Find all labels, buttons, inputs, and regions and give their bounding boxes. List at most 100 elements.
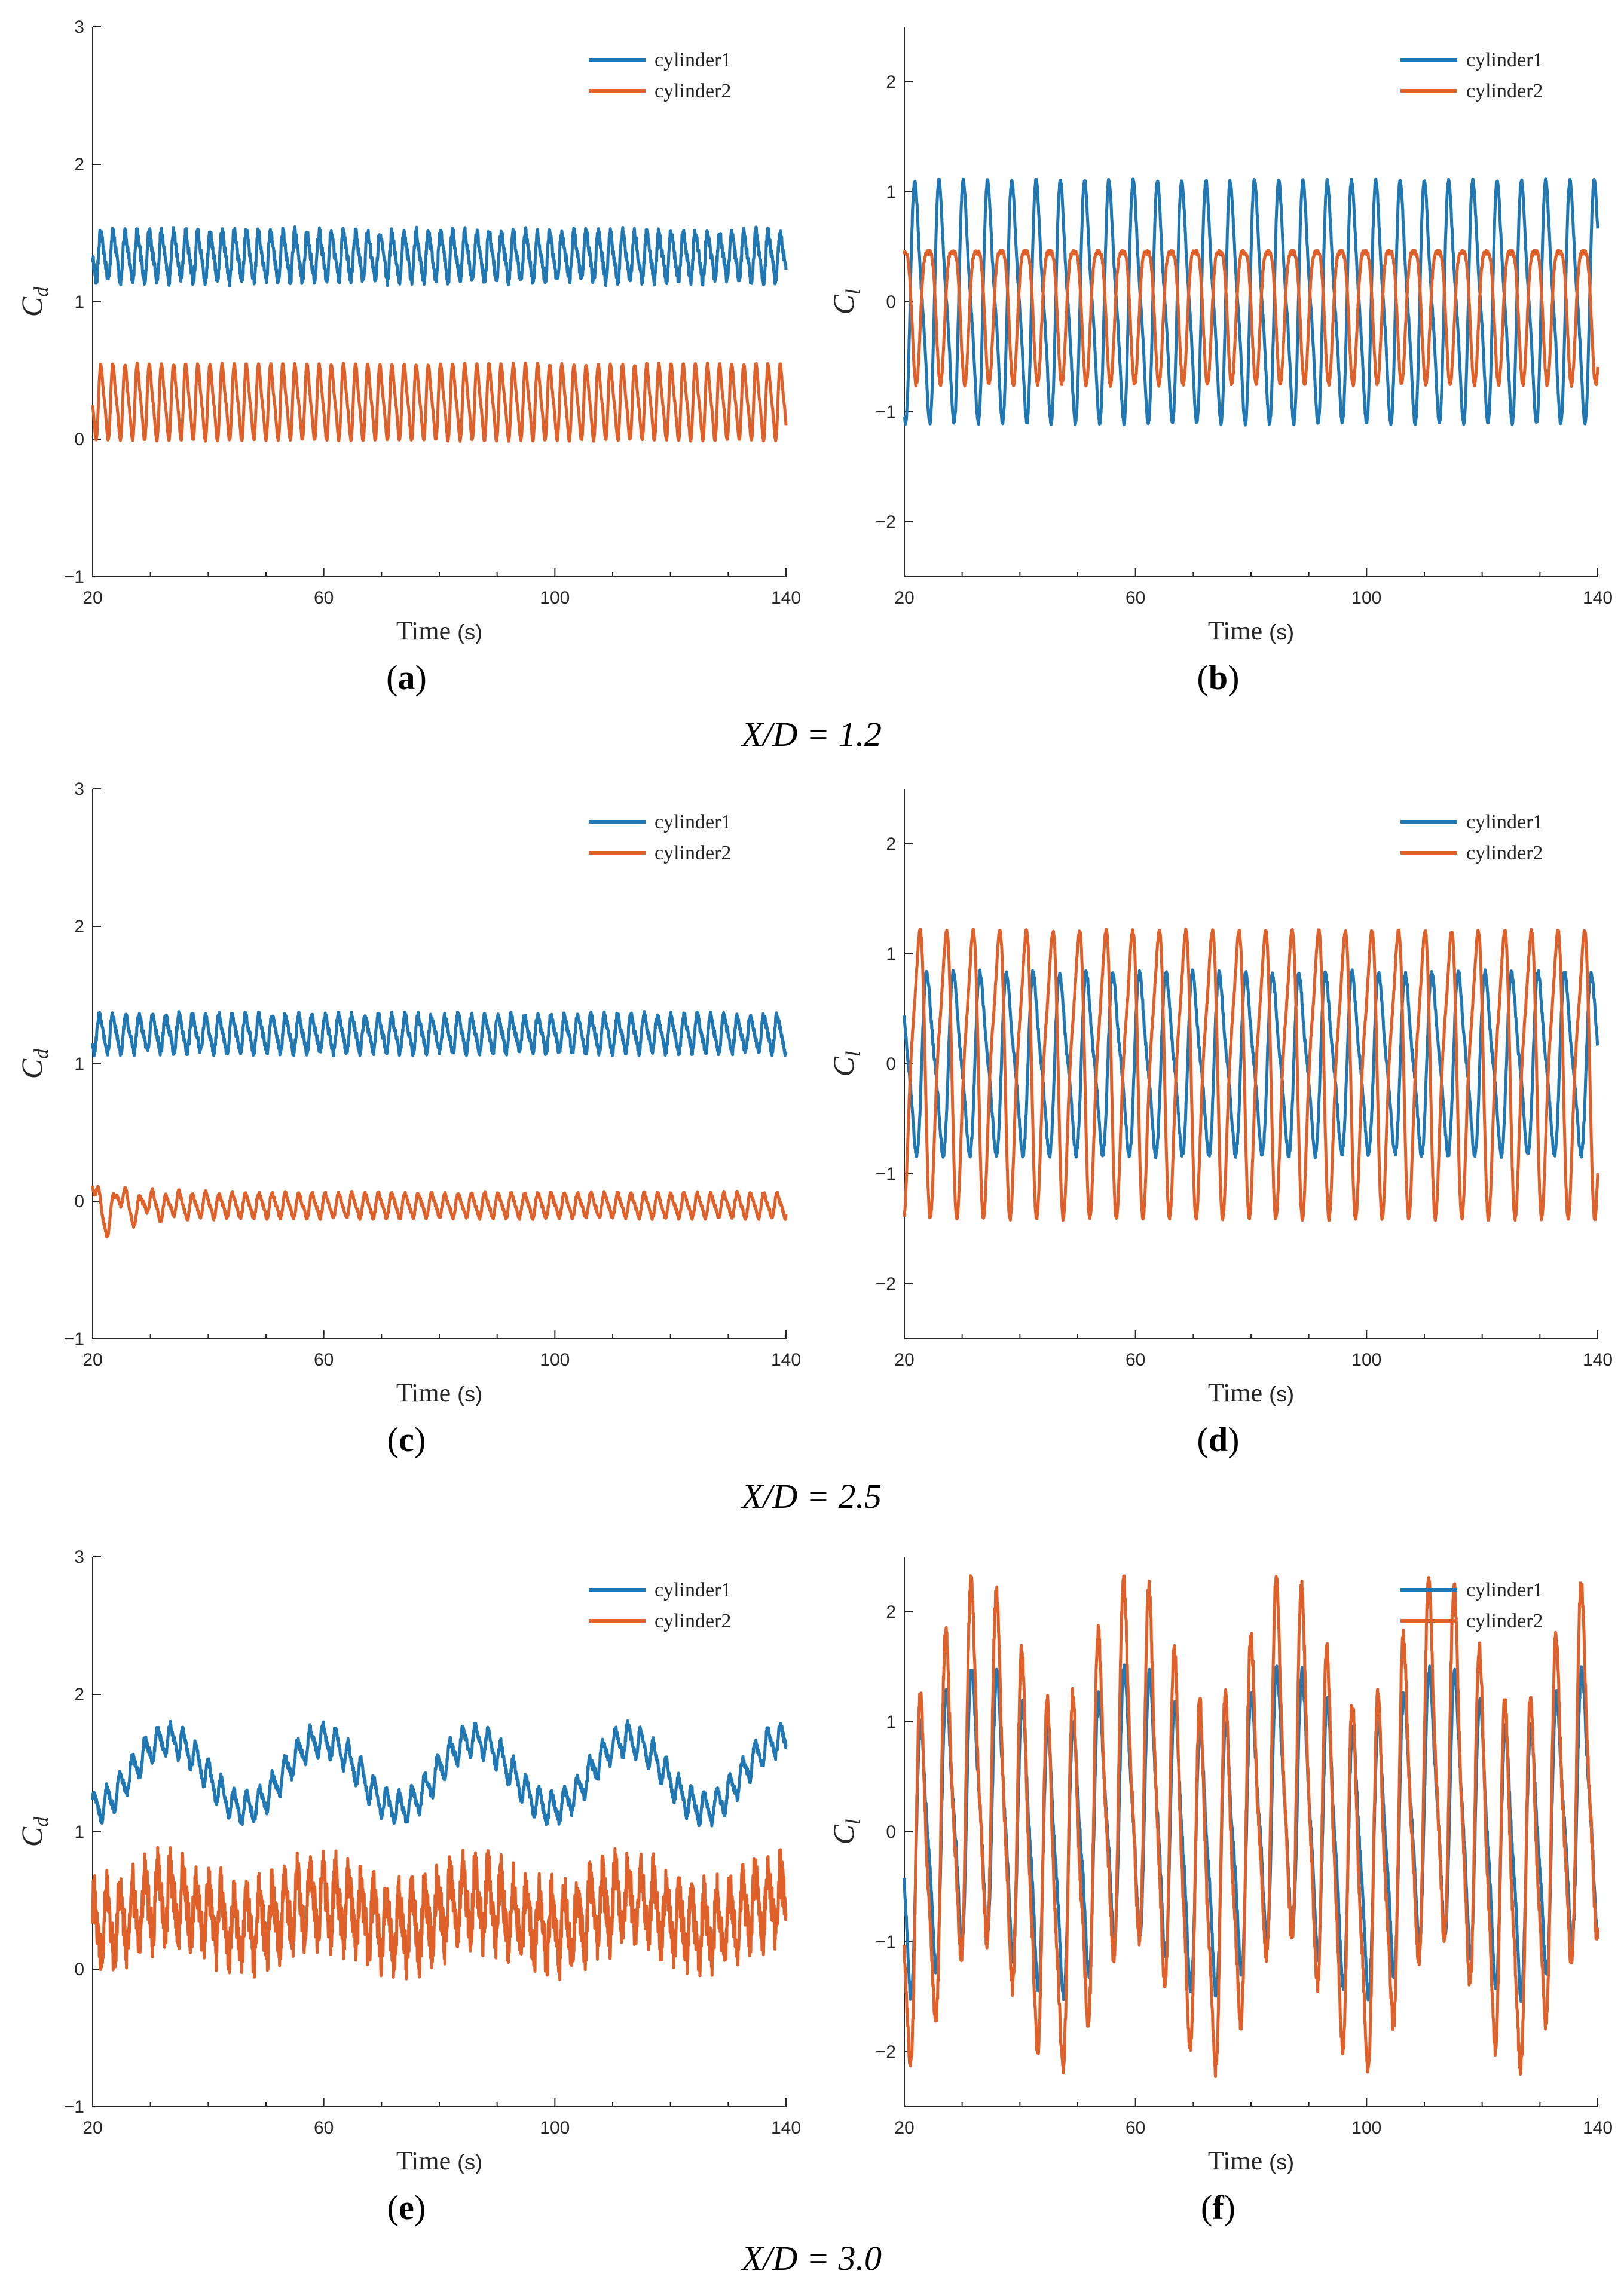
y-tick-label: 1 — [886, 182, 896, 202]
legend-label-cylinder2: cylinder2 — [655, 842, 731, 864]
x-tick-label: 100 — [540, 2118, 570, 2138]
x-tick-label: 140 — [771, 588, 801, 608]
y-axis-title: Cl — [827, 1051, 864, 1077]
x-axis-title-unit: (s) — [1269, 620, 1294, 644]
x-tick-label: 60 — [314, 588, 334, 608]
legend-label-cylinder1: cylinder1 — [1466, 1579, 1543, 1601]
x-tick-label: 100 — [540, 588, 570, 608]
x-tick-label: 20 — [894, 588, 914, 608]
legend-label-cylinder1: cylinder1 — [655, 49, 731, 71]
y-tick-label: 2 — [886, 834, 896, 854]
chart-panel-c: −1 0 1 2 3 20 60 100 140 Time (s) Cd cylinder1 cylin… — [15, 779, 801, 1407]
x-tick-label: 140 — [771, 1350, 801, 1370]
chart-panel-a: −1 0 1 2 3 20 60 100 140 Time (s) Cd cylinder1 cylin… — [15, 17, 801, 645]
y-tick-label: −2 — [876, 512, 896, 532]
y-tick-label: 2 — [886, 1602, 896, 1622]
x-axis-title-word: Time — [1208, 1378, 1269, 1407]
y-tick-label: 0 — [886, 1822, 896, 1842]
x-tick-label: 100 — [540, 1350, 570, 1370]
caption-f: (f) — [1201, 2188, 1235, 2227]
x-tick-label: 100 — [1351, 1350, 1381, 1370]
chart-panel-f: −2 −1 0 1 2 20 60 100 140 Time (s) Cl cylinder1 cyli… — [827, 1557, 1613, 2175]
cylinder2-series-line — [903, 249, 1599, 388]
y-tick-label: 1 — [886, 1712, 896, 1732]
x-tick-label: 100 — [1351, 2118, 1381, 2138]
x-axis-title-unit: (s) — [1269, 2150, 1294, 2174]
y-tick-label: 3 — [74, 779, 84, 799]
y-tick-label: 0 — [886, 292, 896, 312]
y-axis-title-sub: d — [30, 1816, 53, 1827]
x-tick-label: 140 — [1583, 588, 1613, 608]
x-tick-label: 60 — [1126, 588, 1145, 608]
x-tick-label: 20 — [82, 1350, 102, 1370]
caption-a: (a) — [386, 658, 427, 697]
y-axis-title: Cd — [15, 286, 53, 317]
x-axis-title: Time (s) — [396, 1378, 482, 1407]
y-axis-title-main: C — [15, 1826, 48, 1847]
y-tick-label: 0 — [886, 1054, 896, 1074]
cylinder2-series-line — [903, 927, 1599, 1222]
y-tick-label: −2 — [876, 2042, 896, 2062]
y-tick-label: 3 — [74, 17, 84, 37]
group-label-2: X/D = 2.5 — [741, 1477, 882, 1516]
y-axis-title-sub: d — [30, 286, 53, 297]
x-axis-title-word: Time — [396, 1378, 457, 1407]
group-label-1: X/D = 1.2 — [741, 715, 882, 754]
x-tick-label: 60 — [1126, 1350, 1145, 1370]
y-tick-label: 2 — [74, 1685, 84, 1704]
legend-label-cylinder1: cylinder1 — [1466, 811, 1543, 833]
y-axis-title: Cl — [827, 1819, 864, 1845]
legend-label-cylinder1: cylinder1 — [655, 1579, 731, 1601]
chart-panel-b: −2 −1 0 1 2 20 60 100 140 Time (s) Cl cylinder1 cyli… — [827, 27, 1613, 645]
x-axis-title: Time (s) — [1208, 1378, 1294, 1407]
x-tick-label: 140 — [771, 2118, 801, 2138]
y-axis-title-main: C — [827, 1824, 860, 1844]
cylinder2-series-line — [91, 1185, 788, 1239]
legend-label-cylinder2: cylinder2 — [1466, 842, 1543, 864]
cylinder1-series-line — [91, 1719, 788, 1828]
x-axis-title: Time (s) — [396, 2146, 482, 2175]
x-tick-label: 20 — [82, 588, 102, 608]
y-tick-label: −2 — [876, 1274, 896, 1294]
y-tick-label: −1 — [64, 2097, 84, 2117]
legend-label-cylinder2: cylinder2 — [655, 1610, 731, 1632]
legend-label-cylinder2: cylinder2 — [655, 80, 731, 102]
y-axis-title-main: C — [15, 1058, 48, 1079]
x-tick-label: 140 — [1583, 1350, 1613, 1370]
caption-d: (d) — [1197, 1420, 1240, 1459]
y-tick-label: 1 — [886, 944, 896, 964]
x-axis-title-unit: (s) — [1269, 1382, 1294, 1406]
y-tick-label: 0 — [74, 430, 84, 449]
x-axis-title-unit: (s) — [457, 1382, 482, 1406]
caption-c: (c) — [387, 1420, 426, 1459]
x-axis-title: Time (s) — [396, 616, 482, 645]
y-tick-label: 1 — [74, 1054, 84, 1074]
y-tick-label: 0 — [74, 1192, 84, 1211]
cylinder2-series-line — [903, 1574, 1599, 2078]
group-label-3: X/D = 3.0 — [741, 2239, 882, 2278]
x-axis-title: Time (s) — [1208, 616, 1294, 645]
y-axis-title-main: C — [827, 294, 860, 314]
x-tick-label: 140 — [1583, 2118, 1613, 2138]
x-axis-title-unit: (s) — [457, 620, 482, 644]
cylinder2-series-line — [91, 361, 788, 443]
legend-label-cylinder1: cylinder1 — [1466, 49, 1543, 71]
legend-label-cylinder2: cylinder2 — [1466, 80, 1543, 102]
chart-panel-e: −1 0 1 2 3 20 60 100 140 Time (s) Cd cylinder1 cylin… — [15, 1547, 801, 2175]
y-axis-title-sub: d — [30, 1048, 53, 1059]
y-tick-label: −1 — [64, 567, 84, 587]
y-tick-label: −1 — [876, 402, 896, 422]
y-axis-title: Cd — [15, 1048, 53, 1079]
x-axis-title-word: Time — [1208, 616, 1269, 645]
y-tick-label: −1 — [876, 1932, 896, 1952]
cylinder1-series-line — [91, 1010, 788, 1057]
y-tick-label: 3 — [74, 1547, 84, 1567]
x-axis-title-word: Time — [1208, 2146, 1269, 2175]
y-tick-label: 1 — [74, 292, 84, 312]
y-axis-title-sub: l — [842, 1819, 864, 1825]
x-tick-label: 60 — [1126, 2118, 1145, 2138]
y-tick-label: 2 — [886, 72, 896, 92]
cylinder1-series-line — [903, 177, 1599, 427]
y-tick-label: 1 — [74, 1822, 84, 1842]
caption-e: (e) — [387, 2188, 426, 2227]
